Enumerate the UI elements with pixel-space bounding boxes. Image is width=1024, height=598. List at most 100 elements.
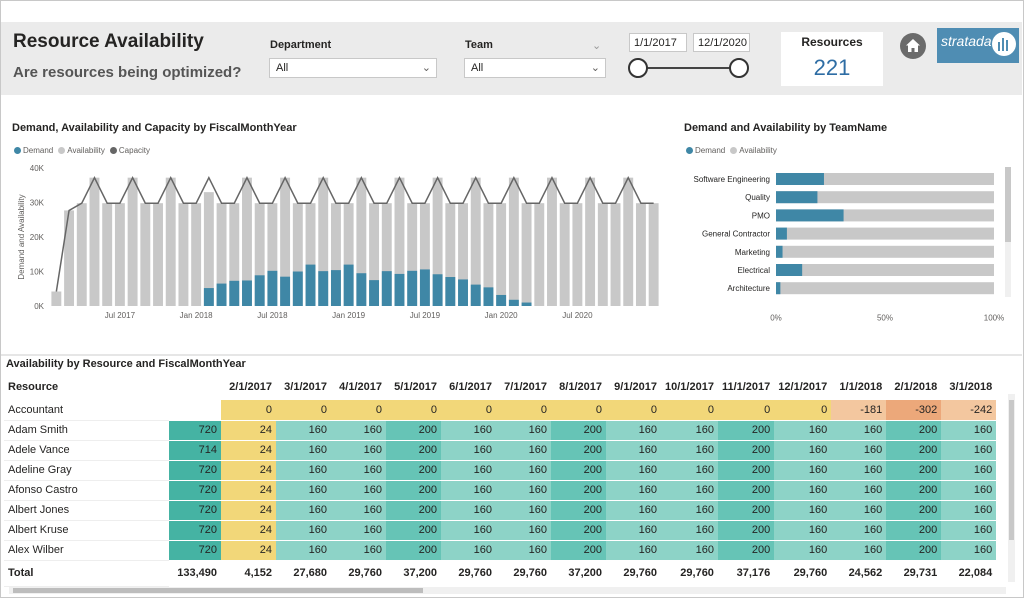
matrix-cell[interactable]: 200	[886, 540, 942, 561]
matrix-cell[interactable]: 160	[496, 460, 551, 481]
availability-bar[interactable]	[292, 203, 303, 306]
table-row[interactable]: Afonso Castro 720 24 160 160 200 160 160 200 160 1…	[4, 480, 997, 501]
demand-bar[interactable]	[776, 209, 844, 222]
slider-handle-start[interactable]	[628, 58, 648, 78]
team-chart-scrollbar[interactable]	[1005, 167, 1011, 297]
demand-bar[interactable]	[458, 279, 468, 306]
matrix-cell[interactable]: 160	[941, 520, 997, 541]
matrix-vertical-scrollbar[interactable]	[1008, 394, 1015, 582]
demand-bar[interactable]	[280, 276, 291, 306]
demand-bar[interactable]	[419, 269, 430, 306]
availability-bar[interactable]	[559, 203, 570, 306]
matrix-cell[interactable]: 160	[276, 420, 331, 441]
matrix-cell[interactable]: 720	[169, 540, 221, 561]
date-start-input[interactable]: 1/1/2017	[629, 33, 687, 52]
matrix-cell[interactable]: 200	[551, 480, 606, 501]
availability-bar[interactable]	[776, 227, 994, 240]
availability-bar[interactable]	[585, 177, 596, 306]
availability-bar[interactable]	[178, 203, 189, 306]
availability-bar[interactable]	[776, 264, 994, 276]
scrollbar-thumb[interactable]	[1009, 400, 1014, 540]
matrix-cell[interactable]: 160	[831, 420, 887, 441]
matrix-cell[interactable]: 200	[551, 540, 606, 561]
matrix-cell[interactable]: 200	[717, 440, 775, 461]
availability-bar[interactable]	[369, 203, 380, 306]
availability-bar[interactable]	[242, 177, 252, 306]
table-row[interactable]: Adeline Gray 720 24 160 160 200 160 160 200 160 16…	[4, 460, 997, 481]
matrix-cell[interactable]: 24	[221, 460, 276, 481]
column-header[interactable]: 4/1/2017	[339, 381, 382, 393]
matrix-cell[interactable]: 200	[717, 520, 775, 541]
matrix-cell[interactable]: 160	[276, 460, 331, 481]
availability-bar[interactable]	[458, 203, 468, 306]
availability-bar[interactable]	[102, 203, 113, 306]
table-row[interactable]: Albert Jones 720 24 160 160 200 160 160 200 160 16…	[4, 500, 997, 521]
matrix-cell[interactable]: 200	[386, 500, 441, 521]
column-header[interactable]: 9/1/2017	[614, 381, 657, 393]
matrix-cell[interactable]: 160	[831, 440, 887, 461]
availability-bar[interactable]	[267, 203, 278, 306]
column-header[interactable]: 2/1/2018	[894, 381, 938, 393]
team-dropdown[interactable]: All ⌄	[464, 58, 606, 78]
availability-bar[interactable]	[496, 203, 507, 306]
matrix-cell[interactable]: 160	[774, 440, 832, 461]
matrix-cell[interactable]: 200	[551, 520, 606, 541]
availability-bar[interactable]	[254, 203, 265, 306]
matrix-cell[interactable]: 200	[886, 460, 942, 481]
availability-bar[interactable]	[597, 203, 608, 306]
matrix-cell[interactable]: 24	[221, 420, 276, 441]
availability-bar[interactable]	[623, 177, 634, 306]
matrix-cell[interactable]: 160	[496, 540, 551, 561]
matrix-cell[interactable]: 160	[496, 520, 551, 541]
matrix-cell[interactable]: 160	[774, 500, 832, 521]
demand-bar[interactable]	[776, 245, 783, 258]
column-header[interactable]: 10/1/2017	[665, 381, 714, 393]
availability-bar[interactable]	[534, 203, 545, 306]
matrix-cell[interactable]: 200	[386, 440, 441, 461]
demand-bar[interactable]	[776, 264, 803, 276]
table-row[interactable]: Adele Vance 714 24 160 160 200 160 160 200 160 160…	[4, 440, 997, 461]
matrix-cell[interactable]: 160	[276, 480, 331, 501]
matrix-cell[interactable]: 24	[221, 480, 276, 501]
matrix-cell[interactable]: 160	[606, 420, 661, 441]
availability-bar[interactable]	[407, 203, 418, 306]
column-header[interactable]: 3/1/2018	[949, 381, 993, 393]
matrix-cell[interactable]: 160	[774, 520, 832, 541]
matrix-cell[interactable]: 0	[331, 400, 386, 421]
availability-bar[interactable]	[776, 191, 994, 204]
availability-bar[interactable]	[356, 177, 367, 306]
availability-bar[interactable]	[419, 203, 430, 306]
availability-bar[interactable]	[483, 203, 494, 306]
matrix-cell[interactable]: 0	[221, 400, 276, 421]
matrix-cell[interactable]: 160	[331, 520, 386, 541]
matrix-cell[interactable]: 160	[441, 520, 496, 541]
matrix-cell[interactable]: 200	[886, 420, 942, 441]
matrix-cell[interactable]: 0	[551, 400, 606, 421]
availability-bar[interactable]	[114, 203, 125, 306]
matrix-cell[interactable]: 160	[331, 480, 386, 501]
availability-bar[interactable]	[521, 203, 532, 306]
matrix-cell[interactable]: 160	[831, 480, 887, 501]
matrix-cell[interactable]: 0	[386, 400, 441, 421]
matrix-cell[interactable]: 160	[441, 440, 496, 461]
availability-bar[interactable]	[445, 203, 456, 306]
date-end-input[interactable]: 12/1/2020	[693, 33, 750, 52]
demand-bar[interactable]	[394, 273, 405, 306]
column-header[interactable]: 2/1/2017	[229, 381, 272, 393]
availability-bar[interactable]	[140, 203, 151, 306]
demand-bar[interactable]	[776, 282, 781, 295]
matrix-cell[interactable]: 160	[774, 480, 832, 501]
matrix-cell[interactable]: 160	[441, 420, 496, 441]
matrix-cell[interactable]: 160	[441, 460, 496, 481]
matrix-cell[interactable]: 24	[221, 500, 276, 521]
matrix-cell[interactable]: 160	[941, 500, 997, 521]
matrix-cell[interactable]: 160	[774, 540, 832, 561]
matrix-cell[interactable]: 160	[661, 420, 718, 441]
matrix-cell[interactable]: 160	[606, 500, 661, 521]
matrix-cell[interactable]: 160	[606, 540, 661, 561]
matrix-cell[interactable]: 160	[441, 500, 496, 521]
availability-bar[interactable]	[547, 177, 557, 306]
legend-item-demand[interactable]: Demand	[14, 146, 53, 155]
matrix-cell[interactable]: 200	[886, 500, 942, 521]
capacity-line[interactable]	[55, 175, 654, 292]
